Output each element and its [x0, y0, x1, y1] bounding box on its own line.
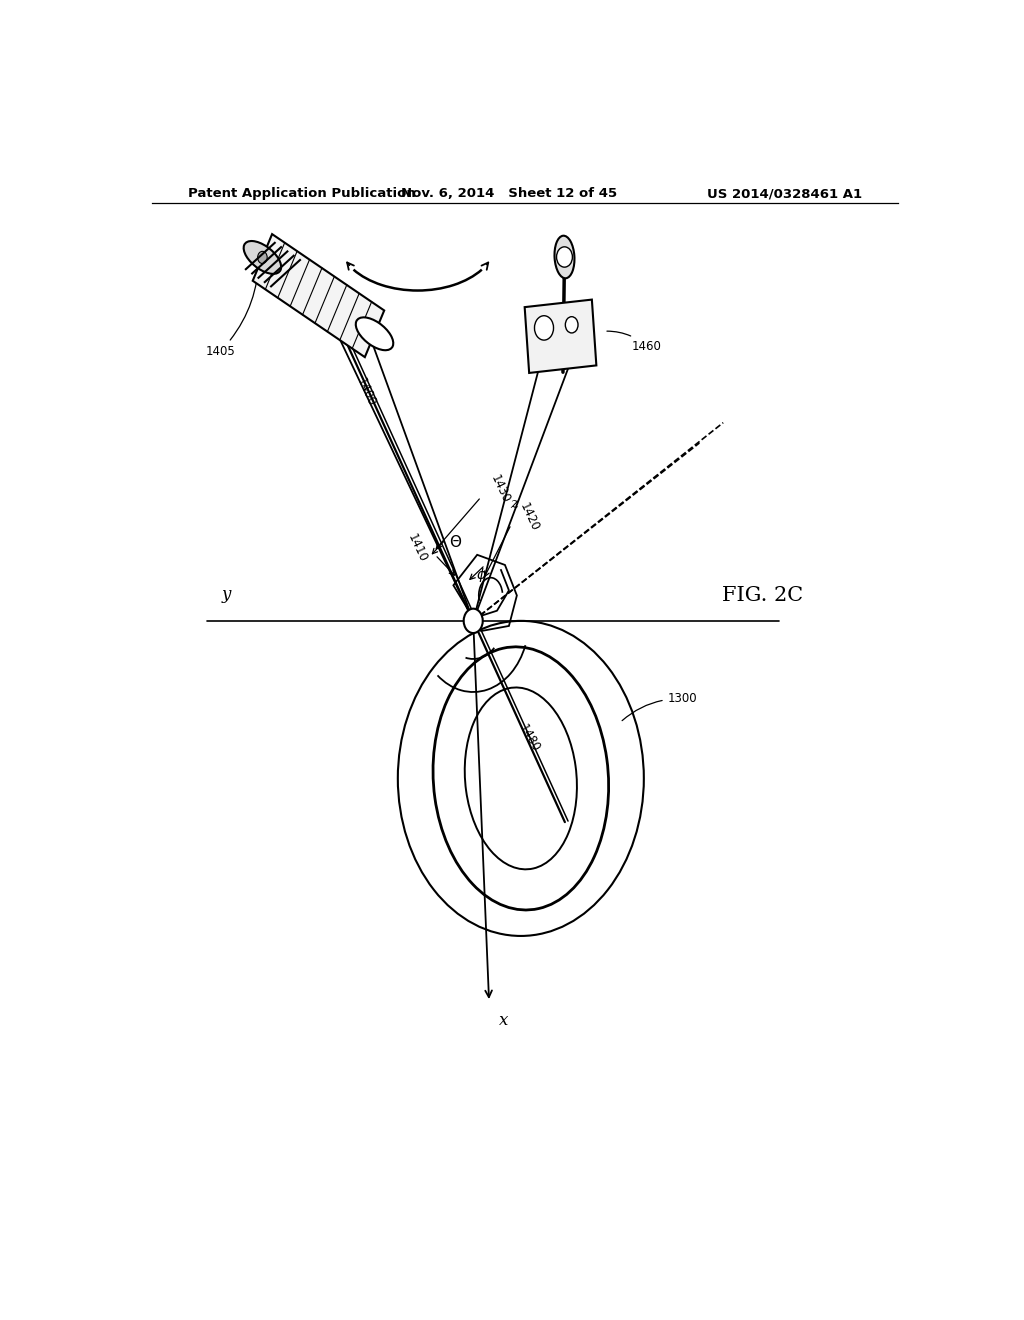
Text: 1405: 1405 [206, 257, 259, 358]
Circle shape [535, 315, 554, 341]
Text: US 2014/0328461 A1: US 2014/0328461 A1 [707, 187, 862, 201]
Text: y: y [221, 586, 231, 602]
Text: 1400: 1400 [354, 376, 378, 408]
Circle shape [464, 609, 482, 634]
Circle shape [258, 251, 267, 264]
Text: 1300: 1300 [623, 692, 697, 721]
Text: $\phi$: $\phi$ [476, 566, 486, 585]
Text: FIG. 2C: FIG. 2C [722, 586, 804, 605]
Text: Patent Application Publication: Patent Application Publication [187, 187, 416, 201]
Text: 1420: 1420 [517, 500, 542, 533]
Text: 1430: 1430 [487, 473, 512, 506]
Text: Nov. 6, 2014   Sheet 12 of 45: Nov. 6, 2014 Sheet 12 of 45 [400, 187, 617, 201]
Polygon shape [253, 234, 384, 358]
Text: 1460: 1460 [607, 331, 662, 352]
Text: z: z [511, 496, 518, 511]
Ellipse shape [244, 242, 282, 273]
Circle shape [557, 247, 572, 267]
Polygon shape [524, 300, 596, 374]
Text: 1480: 1480 [516, 722, 542, 754]
Ellipse shape [355, 317, 393, 350]
Text: $\Theta$: $\Theta$ [450, 533, 462, 549]
Circle shape [565, 317, 578, 333]
Ellipse shape [554, 236, 574, 279]
Text: 1410: 1410 [406, 532, 430, 564]
Text: 1450: 1450 [248, 244, 278, 257]
Text: x: x [499, 1012, 508, 1030]
